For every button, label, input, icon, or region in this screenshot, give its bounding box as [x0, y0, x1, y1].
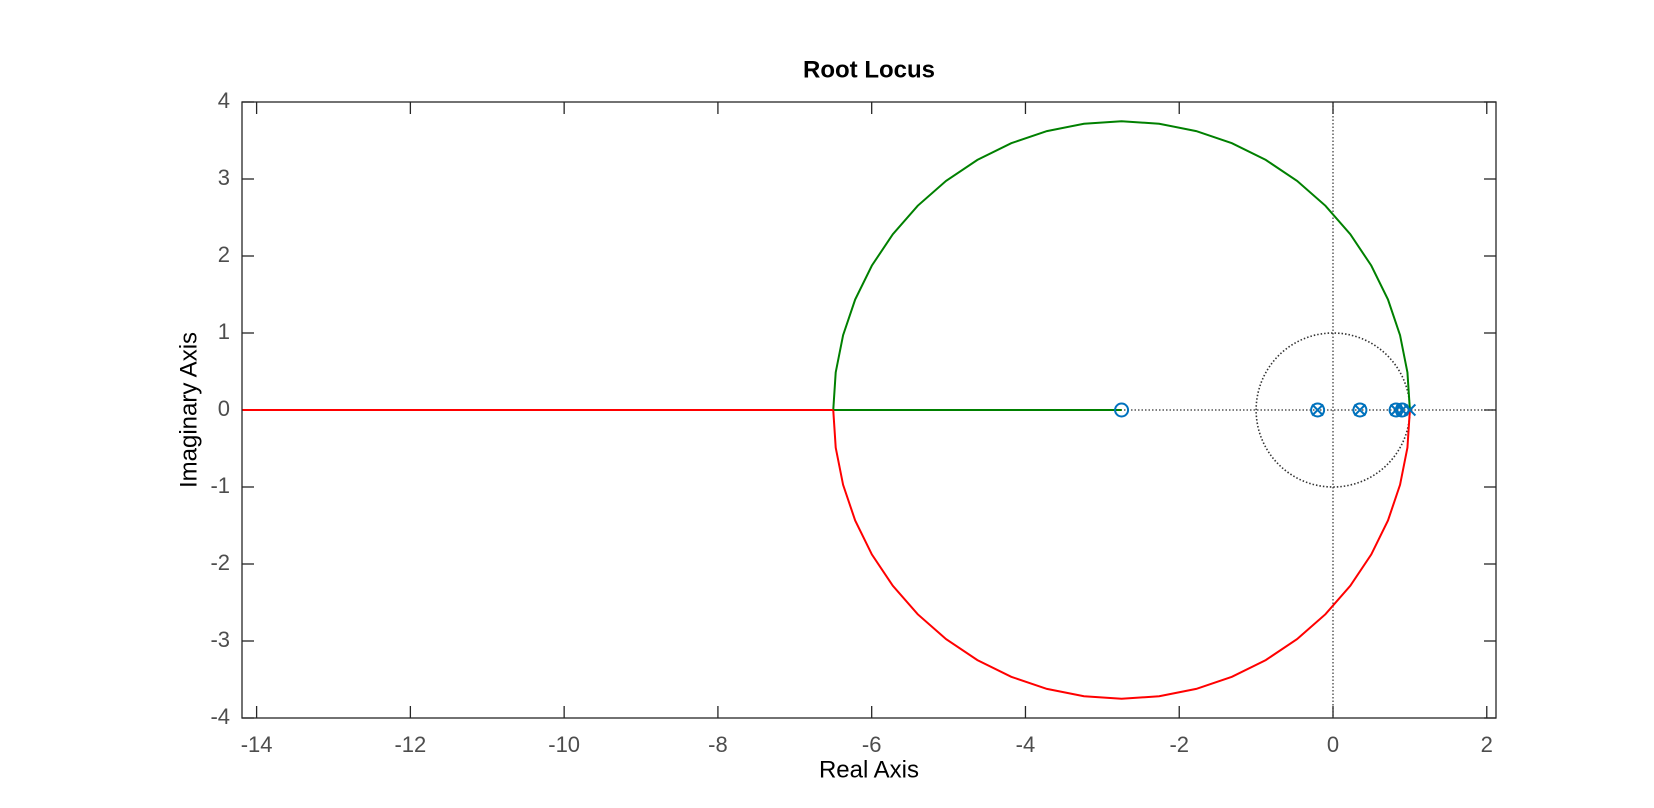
y-tick-label: -1	[210, 473, 230, 498]
x-axis-title: Real Axis	[819, 756, 919, 783]
zero-marker	[1114, 402, 1130, 418]
plot-frame	[241, 101, 1497, 719]
y-tick-label: -3	[210, 627, 230, 652]
x-tick-label: -12	[394, 732, 426, 757]
pole-marker	[1403, 403, 1417, 417]
pole-marker	[1311, 403, 1324, 417]
x-tick-label: 2	[1481, 732, 1493, 757]
y-tick-label: 3	[218, 165, 230, 190]
y-tick-label: 1	[218, 319, 230, 344]
x-tick-label: 0	[1327, 732, 1339, 757]
y-tick-label: 0	[218, 396, 230, 421]
zero-marker	[1310, 402, 1326, 418]
x-tick-label: -4	[1016, 732, 1036, 757]
locus-branch	[832, 120, 1411, 411]
x-tick-label: -14	[241, 732, 273, 757]
x-tick-label: -6	[862, 732, 882, 757]
x-tick-label: -10	[548, 732, 580, 757]
locus-branch	[832, 409, 1411, 700]
y-tick-label: 2	[218, 242, 230, 267]
zero-marker	[1352, 402, 1368, 418]
y-tick-label: -4	[210, 704, 230, 729]
x-tick-label: -8	[708, 732, 728, 757]
x-tick-label: -2	[1169, 732, 1189, 757]
y-axis-title: Imaginary Axis	[175, 332, 202, 488]
pole-marker	[1353, 403, 1367, 417]
chart-title: Root Locus	[803, 56, 935, 83]
y-tick-label: 4	[218, 88, 230, 113]
y-tick-label: -2	[210, 550, 230, 575]
